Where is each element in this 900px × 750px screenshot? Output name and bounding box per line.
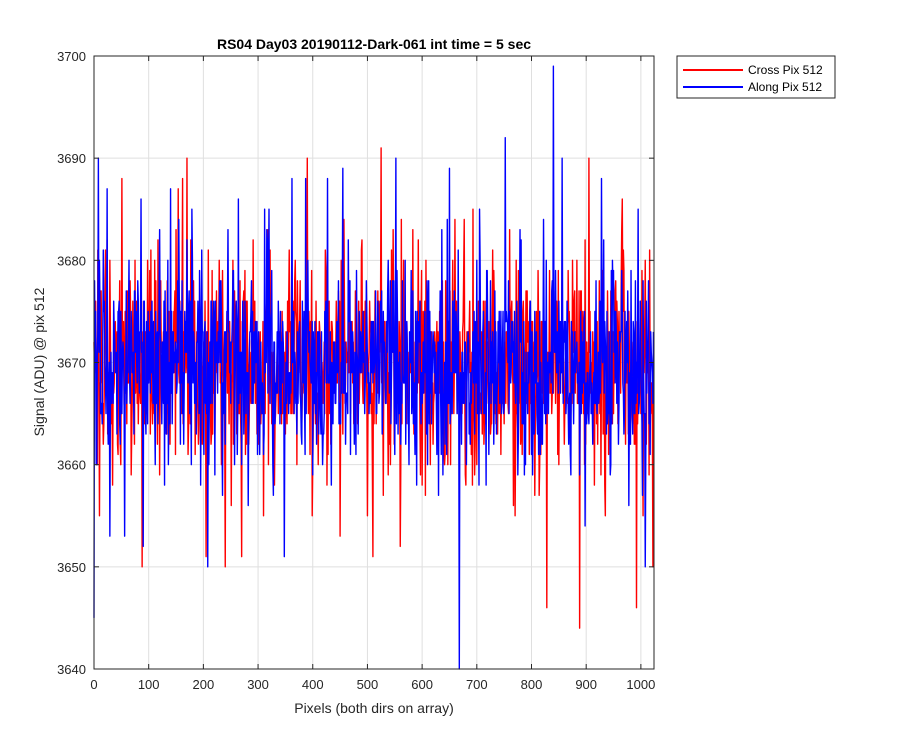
y-tick-label: 3690 <box>57 151 86 166</box>
x-tick-label: 800 <box>521 677 543 692</box>
legend-label-cross: Cross Pix 512 <box>748 63 823 77</box>
y-tick-label: 3650 <box>57 560 86 575</box>
x-tick-label: 300 <box>247 677 269 692</box>
axis-ticks <box>93 55 654 670</box>
x-tick-label: 1000 <box>626 677 655 692</box>
series-lines <box>93 65 655 670</box>
x-tick-label: 900 <box>575 677 597 692</box>
legend: Cross Pix 512 Along Pix 512 <box>676 55 836 99</box>
tick-labels: 0 100 200 300 400 500 600 700 800 900 1000 3640 3650… <box>57 49 655 692</box>
legend-label-along: Along Pix 512 <box>748 80 822 94</box>
y-tick-label: 3660 <box>57 458 86 473</box>
y-tick-label: 3700 <box>57 49 86 64</box>
legend-box <box>676 55 836 99</box>
x-tick-label: 200 <box>193 677 215 692</box>
y-axis-title: Signal (ADU) @ pix 512 <box>31 287 47 436</box>
x-tick-label: 100 <box>138 677 160 692</box>
y-tick-label: 3670 <box>57 356 86 371</box>
x-axis-title: Pixels (both dirs on array) <box>294 700 454 716</box>
chart-title: RS04 Day03 20190112-Dark-061 int time = … <box>217 36 531 52</box>
series-line-along-pix-512 <box>93 65 655 670</box>
y-tick-label: 3680 <box>57 253 86 268</box>
x-tick-label: 400 <box>302 677 324 692</box>
x-tick-label: 0 <box>90 677 97 692</box>
x-tick-label: 700 <box>466 677 488 692</box>
y-tick-label: 3640 <box>57 662 86 677</box>
x-tick-label: 500 <box>357 677 379 692</box>
x-tick-label: 600 <box>411 677 433 692</box>
